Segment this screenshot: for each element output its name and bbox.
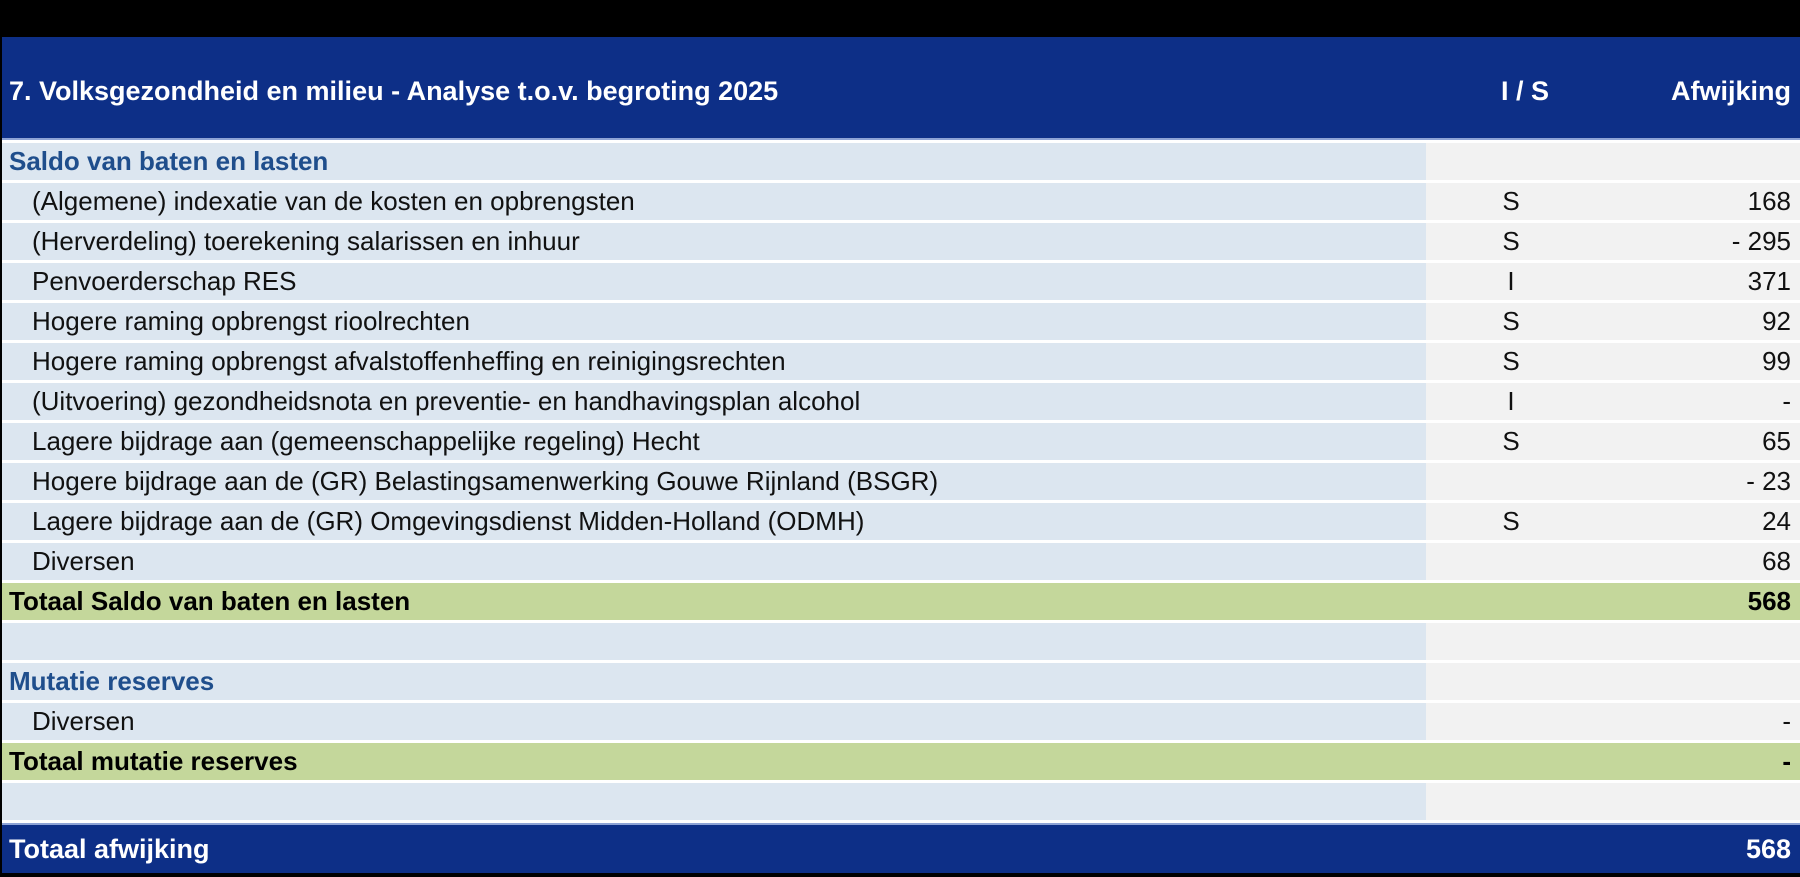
table-row: Lagere bijdrage aan de (GR) Omgevingsdie… (2, 503, 1800, 540)
table-row: Lagere bijdrage aan (gemeenschappelijke … (2, 423, 1800, 460)
row-is: S (1502, 226, 1520, 256)
row-value: - 23 (1746, 466, 1791, 496)
table-row: Hogere bijdrage aan de (GR) Belastingsam… (2, 463, 1800, 500)
section-title: Saldo van baten en lasten (2, 143, 1426, 180)
row-value: 68 (1762, 546, 1791, 576)
row-label: (Algemene) indexatie van de kosten en op… (2, 183, 1426, 220)
row-label: Hogere raming opbrengst rioolrechten (2, 303, 1426, 340)
grand-total-label: Totaal afwijking (2, 825, 1426, 873)
row-is: S (1502, 426, 1520, 456)
spacer-row (2, 783, 1800, 820)
row-label: Hogere bijdrage aan de (GR) Belastingsam… (2, 463, 1426, 500)
total-value: - (1782, 746, 1791, 776)
table-row: Hogere raming opbrengst afvalstoffenheff… (2, 343, 1800, 380)
row-label: Lagere bijdrage aan de (GR) Omgevingsdie… (2, 503, 1426, 540)
spacer-row (2, 623, 1800, 660)
row-value: 24 (1762, 506, 1791, 536)
row-is: I (1507, 386, 1515, 416)
table-row: Diversen 68 (2, 543, 1800, 580)
section-title: Mutatie reserves (2, 663, 1426, 700)
row-label: Penvoerderschap RES (2, 263, 1426, 300)
row-value: - (1782, 386, 1791, 416)
total-value: 568 (1747, 586, 1791, 616)
row-label: Hogere raming opbrengst afvalstoffenheff… (2, 343, 1426, 380)
table-row: Diversen - (2, 703, 1800, 740)
table-row: (Uitvoering) gezondheidsnota en preventi… (2, 383, 1800, 420)
row-value: - 295 (1731, 226, 1791, 256)
grand-total-row: Totaal afwijking 568 (2, 823, 1800, 873)
row-is: S (1502, 346, 1520, 376)
section-header-saldo: Saldo van baten en lasten (2, 143, 1800, 180)
row-is: S (1502, 306, 1520, 336)
row-value: 99 (1762, 346, 1791, 376)
table-row: (Algemene) indexatie van de kosten en op… (2, 183, 1800, 220)
row-value: - (1782, 706, 1791, 736)
row-label: (Herverdeling) toerekening salarissen en… (2, 223, 1426, 260)
top-black-band (0, 0, 1800, 37)
row-value: 168 (1747, 186, 1791, 216)
section-header-reserves: Mutatie reserves (2, 663, 1800, 700)
column-header-afwijking: Afwijking (1671, 76, 1791, 106)
table-header: 7. Volksgezondheid en milieu - Analyse t… (2, 37, 1800, 140)
column-header-is: I / S (1500, 76, 1549, 106)
row-value: 65 (1762, 426, 1791, 456)
table-row: Penvoerderschap RES I 371 (2, 263, 1800, 300)
total-row-reserves: Totaal mutatie reserves - (2, 743, 1800, 780)
row-is: I (1507, 266, 1515, 296)
grand-total-value: 568 (1745, 833, 1791, 864)
analysis-table: 7. Volksgezondheid en milieu - Analyse t… (0, 37, 1800, 873)
total-row-saldo: Totaal Saldo van baten en lasten 568 (2, 583, 1800, 620)
row-is: S (1502, 186, 1520, 216)
row-value: 371 (1747, 266, 1791, 296)
total-label: Totaal Saldo van baten en lasten (2, 583, 1426, 620)
total-label: Totaal mutatie reserves (2, 743, 1426, 780)
row-is: S (1502, 506, 1520, 536)
row-value: 92 (1762, 306, 1791, 336)
row-label: Diversen (2, 703, 1426, 740)
row-label: (Uitvoering) gezondheidsnota en preventi… (2, 383, 1426, 420)
table-row: (Herverdeling) toerekening salarissen en… (2, 223, 1800, 260)
page-title: 7. Volksgezondheid en milieu - Analyse t… (9, 76, 779, 106)
table-row: Hogere raming opbrengst rioolrechten S 9… (2, 303, 1800, 340)
row-label: Diversen (2, 543, 1426, 580)
row-label: Lagere bijdrage aan (gemeenschappelijke … (2, 423, 1426, 460)
